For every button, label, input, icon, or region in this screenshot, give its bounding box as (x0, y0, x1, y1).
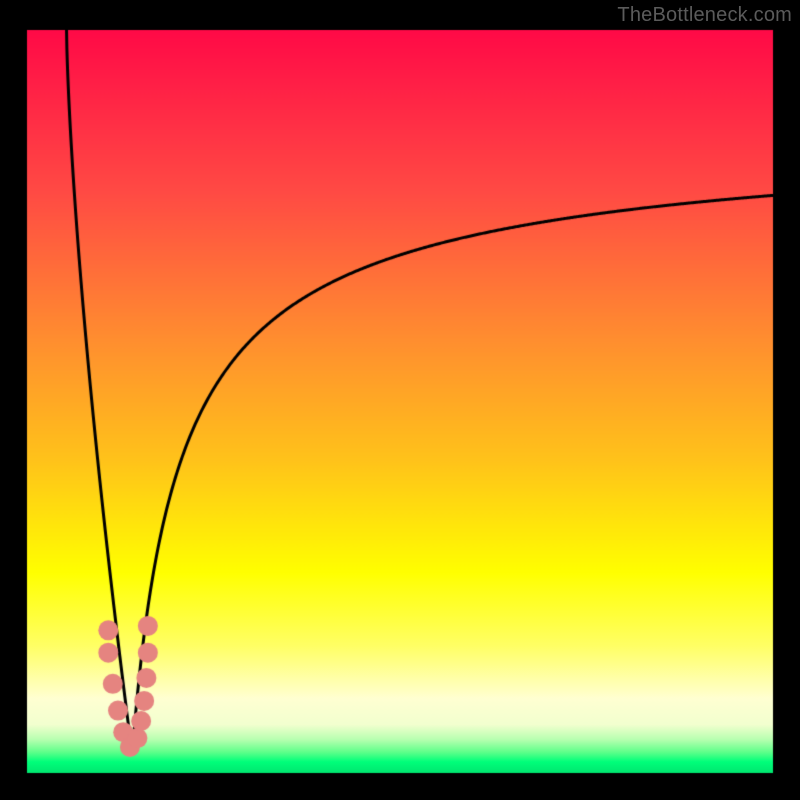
bottleneck-chart (0, 0, 800, 800)
watermark-label: TheBottleneck.com (617, 4, 792, 27)
